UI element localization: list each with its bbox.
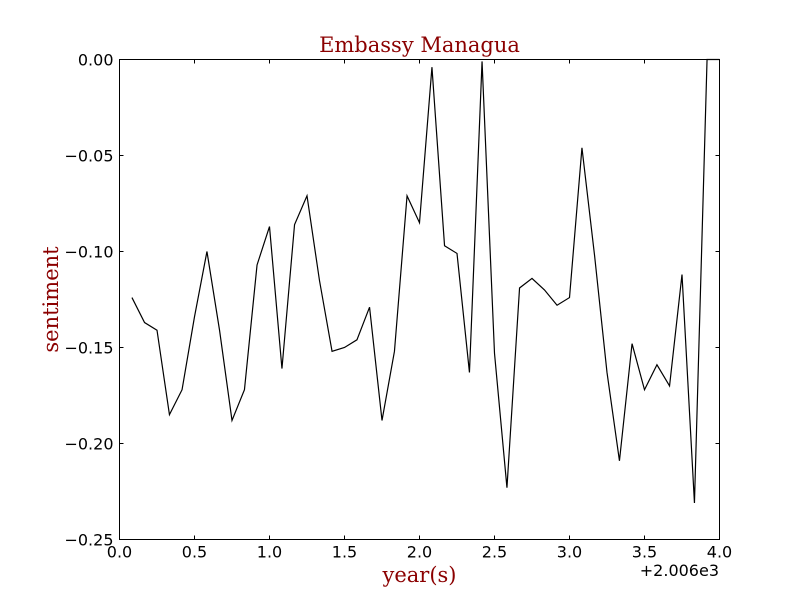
y-tick-label: −0.05 xyxy=(64,147,113,166)
y-axis-ticks: 0.00 −0.05 −0.10 −0.15 −0.20 −0.25 xyxy=(64,51,720,550)
y-tick-label: −0.15 xyxy=(64,339,113,358)
sentiment-series-line xyxy=(131,58,720,504)
x-tick-label: 4.0 xyxy=(707,543,732,562)
x-tick-label: 2.5 xyxy=(482,543,507,562)
y-tick-label: 0.00 xyxy=(78,51,114,70)
y-axis-label: sentiment xyxy=(39,246,63,353)
x-tick-label: 3.0 xyxy=(557,543,582,562)
y-tick-label: −0.20 xyxy=(64,435,113,454)
chart-title: Embassy Managua xyxy=(319,33,520,57)
y-tick-label: −0.25 xyxy=(64,531,113,550)
x-axis-ticks: 0.0 0.5 1.0 1.5 2.0 2.5 3.0 3.5 4.0 xyxy=(107,59,732,562)
x-tick-label: 3.5 xyxy=(632,543,657,562)
x-tick-label: 0.0 xyxy=(107,543,132,562)
plot-area xyxy=(119,58,720,540)
x-axis-label: year(s) xyxy=(381,563,456,587)
x-tick-label: 1.5 xyxy=(332,543,357,562)
x-tick-label: 1.0 xyxy=(257,543,282,562)
axes-frame xyxy=(119,59,720,540)
x-tick-label: 2.0 xyxy=(407,543,432,562)
x-axis-offset-label: +2.006e3 xyxy=(640,561,719,580)
y-tick-label: −0.10 xyxy=(64,243,113,262)
x-tick-label: 0.5 xyxy=(182,543,207,562)
